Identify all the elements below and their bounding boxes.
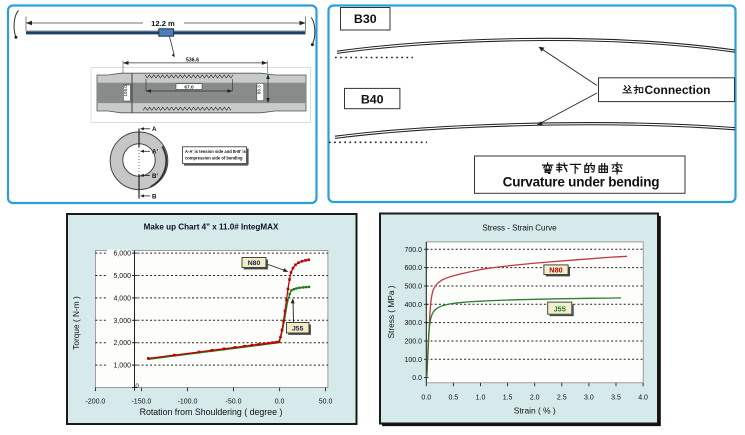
- svg-text:B30: B30: [354, 12, 377, 26]
- svg-text:0: 0: [135, 383, 139, 390]
- svg-text:N80: N80: [248, 260, 261, 267]
- svg-text:Rotation from Shouldering ( d: Rotation from Shouldering ( degree ): [140, 407, 283, 417]
- svg-text:1,000: 1,000: [113, 363, 131, 370]
- svg-text:0.0: 0.0: [421, 394, 431, 401]
- svg-text:-200.0: -200.0: [85, 399, 105, 406]
- svg-text:88.3: 88.3: [256, 85, 261, 94]
- svg-text:0.0: 0.0: [412, 375, 422, 382]
- svg-text:300.0: 300.0: [404, 320, 422, 327]
- svg-text:100.0: 100.0: [404, 357, 422, 364]
- svg-text:67.0: 67.0: [184, 84, 194, 90]
- svg-text:A': A': [152, 149, 158, 156]
- svg-text:Stress ( MPa ): Stress ( MPa ): [386, 285, 396, 338]
- svg-text:600.0: 600.0: [404, 265, 422, 272]
- svg-text:108.0: 108.0: [123, 85, 128, 97]
- svg-text:500.0: 500.0: [404, 284, 422, 291]
- svg-text:3.0: 3.0: [584, 394, 594, 401]
- svg-text:A: A: [152, 126, 157, 133]
- svg-text:Strain ( % ): Strain ( % ): [514, 405, 556, 415]
- svg-text:200.0: 200.0: [404, 339, 422, 346]
- svg-text:6,000: 6,000: [113, 251, 131, 258]
- svg-text:Stress - Strain Curve: Stress - Strain Curve: [482, 224, 557, 233]
- svg-text:-50.0: -50.0: [226, 399, 242, 406]
- svg-text:-100.0: -100.0: [178, 399, 198, 406]
- svg-text:12.2 m: 12.2 m: [151, 19, 175, 28]
- svg-text:5,000: 5,000: [113, 273, 131, 280]
- svg-text:1.0: 1.0: [476, 394, 486, 401]
- svg-text:J55: J55: [554, 305, 566, 314]
- svg-text:Torque ( N-m ): Torque ( N-m ): [71, 296, 81, 350]
- svg-text:A-A' is tension side and B-B': A-A' is tension side and B-B' is: [185, 149, 247, 154]
- svg-text:N80: N80: [549, 266, 562, 275]
- svg-text:1.5: 1.5: [503, 394, 513, 401]
- svg-text:J55: J55: [292, 326, 304, 333]
- svg-text:Make up Chart 4" x 11.0# Int: Make up Chart 4" x 11.0# IntegMAX: [144, 222, 279, 231]
- svg-text:2.5: 2.5: [557, 394, 567, 401]
- svg-text:50.0: 50.0: [319, 399, 333, 406]
- svg-text:Connection: Connection: [645, 83, 711, 97]
- svg-text:2,000: 2,000: [113, 340, 131, 347]
- svg-text:4,000: 4,000: [113, 295, 131, 302]
- svg-text:3,000: 3,000: [113, 318, 131, 325]
- svg-text:700.0: 700.0: [404, 247, 422, 254]
- svg-text:536.6: 536.6: [186, 57, 199, 63]
- svg-text:0.5: 0.5: [449, 394, 459, 401]
- svg-text:Curvature under bending: Curvature under bending: [503, 175, 660, 190]
- svg-text:B: B: [152, 193, 157, 200]
- svg-text:B': B': [152, 173, 158, 180]
- svg-text:2.0: 2.0: [530, 394, 540, 401]
- svg-text:400.0: 400.0: [404, 302, 422, 309]
- svg-text:4.0: 4.0: [638, 394, 648, 401]
- svg-text:compression side of bending: compression side of bending: [185, 156, 243, 161]
- svg-text:3.5: 3.5: [611, 394, 621, 401]
- svg-text:-150.0: -150.0: [131, 399, 151, 406]
- svg-text:B40: B40: [361, 92, 384, 106]
- svg-text:0.0: 0.0: [275, 399, 285, 406]
